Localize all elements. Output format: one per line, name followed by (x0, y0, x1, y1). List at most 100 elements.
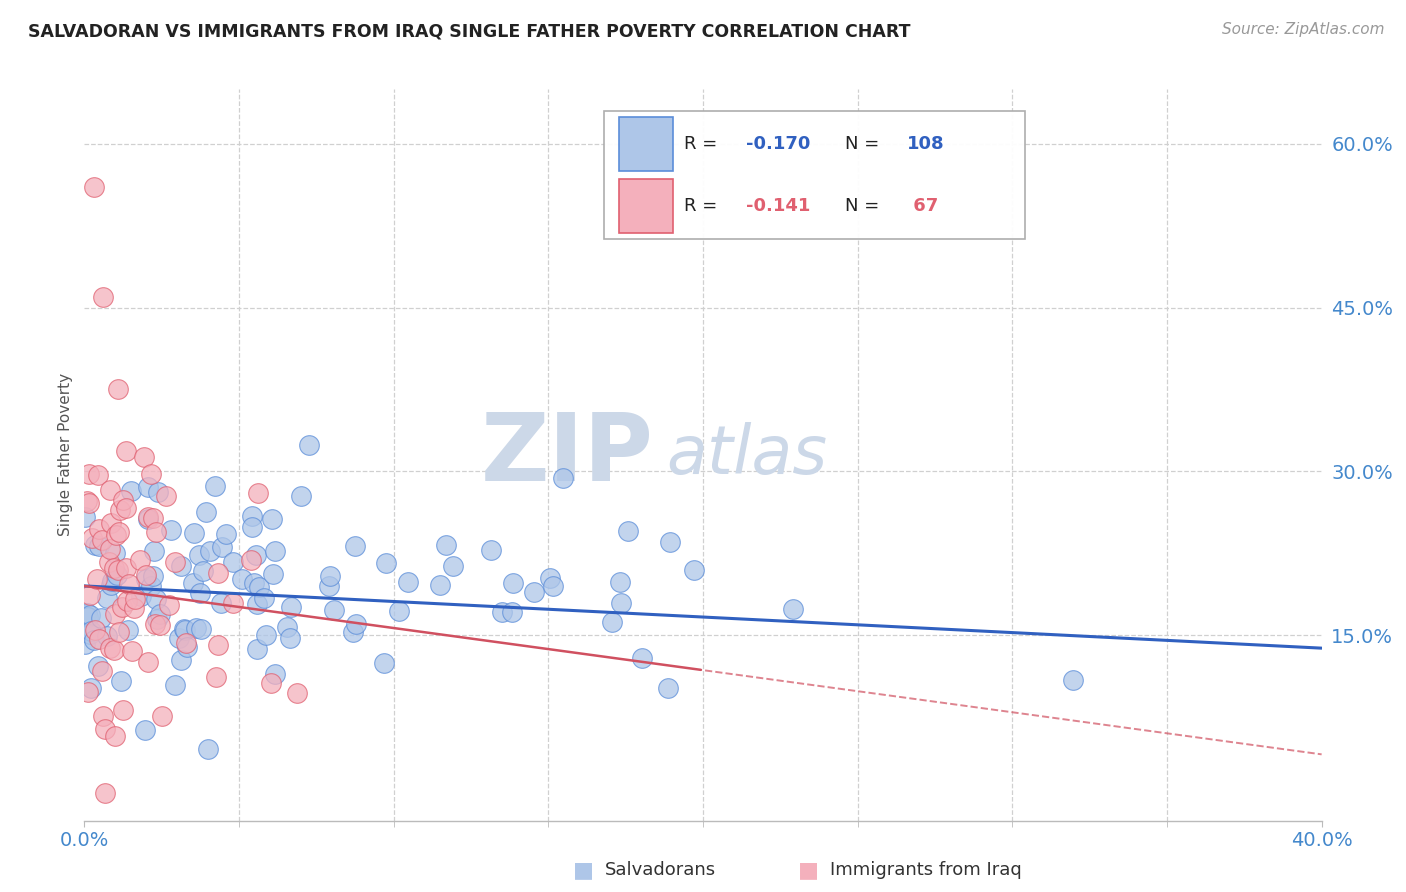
Point (87, 658, 110, 673)
Point (136, 480, 159, 494)
Point (174, 623, 197, 637)
Text: 67: 67 (907, 197, 938, 215)
Point (100, 516, 122, 531)
Point (240, 509, 263, 524)
Point (502, 575, 524, 590)
Point (142, 543, 165, 558)
Point (96, 629, 118, 643)
Text: ZIP: ZIP (481, 409, 654, 501)
Point (124, 601, 146, 615)
Point (246, 486, 269, 500)
Point (600, 615, 623, 629)
Point (184, 621, 207, 635)
Point (104, 546, 127, 560)
Point (117, 577, 139, 591)
Point (609, 574, 631, 589)
Point (373, 657, 395, 671)
Point (150, 709, 173, 723)
Point (135, 568, 157, 582)
Point (181, 575, 204, 590)
Text: atlas: atlas (666, 422, 827, 488)
Point (523, 585, 546, 599)
Point (253, 591, 276, 605)
Point (114, 444, 136, 458)
Point (136, 655, 159, 669)
Point (136, 510, 159, 524)
Point (617, 524, 640, 538)
Point (108, 624, 131, 639)
Point (136, 512, 159, 526)
Point (194, 505, 217, 519)
Point (263, 544, 285, 558)
Text: Immigrants from Iraq: Immigrants from Iraq (830, 861, 1021, 879)
Point (110, 503, 132, 517)
Point (610, 596, 633, 610)
Point (160, 523, 183, 537)
Point (89, 632, 111, 646)
Point (501, 605, 523, 619)
Point (87, 468, 110, 483)
Point (107, 382, 129, 396)
Point (135, 572, 157, 586)
Point (254, 628, 277, 642)
Point (149, 607, 172, 621)
Point (105, 527, 128, 541)
Point (375, 556, 398, 570)
Point (190, 622, 212, 636)
Point (290, 489, 312, 503)
Point (243, 576, 266, 591)
Point (204, 479, 226, 493)
Point (541, 578, 564, 592)
Point (146, 484, 169, 499)
Point (344, 616, 367, 631)
Text: -0.170: -0.170 (747, 135, 811, 153)
Point (98, 483, 121, 497)
Text: ■: ■ (574, 860, 593, 880)
Point (434, 538, 457, 552)
Text: N =: N = (845, 197, 886, 215)
Point (388, 604, 411, 618)
Point (73, 637, 96, 651)
Point (105, 568, 128, 582)
Point (76, 606, 98, 620)
Point (396, 575, 419, 590)
Point (145, 524, 167, 539)
Point (77, 496, 100, 510)
Point (79, 626, 101, 640)
Point (318, 568, 340, 582)
FancyBboxPatch shape (605, 112, 1025, 239)
Point (91, 533, 114, 547)
Point (90, 611, 112, 625)
Text: ■: ■ (799, 860, 818, 880)
Point (441, 559, 464, 574)
Point (183, 525, 205, 540)
Point (205, 670, 228, 684)
Point (188, 586, 211, 600)
Point (82, 531, 104, 545)
Point (657, 681, 679, 695)
Point (107, 524, 129, 539)
Point (260, 675, 283, 690)
Point (103, 560, 125, 574)
Point (145, 592, 167, 607)
Point (134, 723, 156, 737)
Point (120, 483, 142, 498)
FancyBboxPatch shape (619, 117, 673, 171)
Point (170, 559, 193, 574)
Point (659, 534, 682, 549)
Point (98, 541, 121, 556)
Point (142, 569, 165, 583)
Point (280, 600, 302, 615)
Point (155, 489, 177, 503)
Point (139, 579, 162, 593)
Point (262, 567, 284, 582)
Point (260, 512, 283, 526)
Point (173, 622, 195, 636)
Point (207, 566, 229, 581)
Point (104, 607, 127, 622)
Point (97, 555, 120, 569)
Point (278, 631, 301, 645)
Point (630, 650, 652, 665)
Point (100, 578, 122, 592)
Point (149, 617, 172, 632)
